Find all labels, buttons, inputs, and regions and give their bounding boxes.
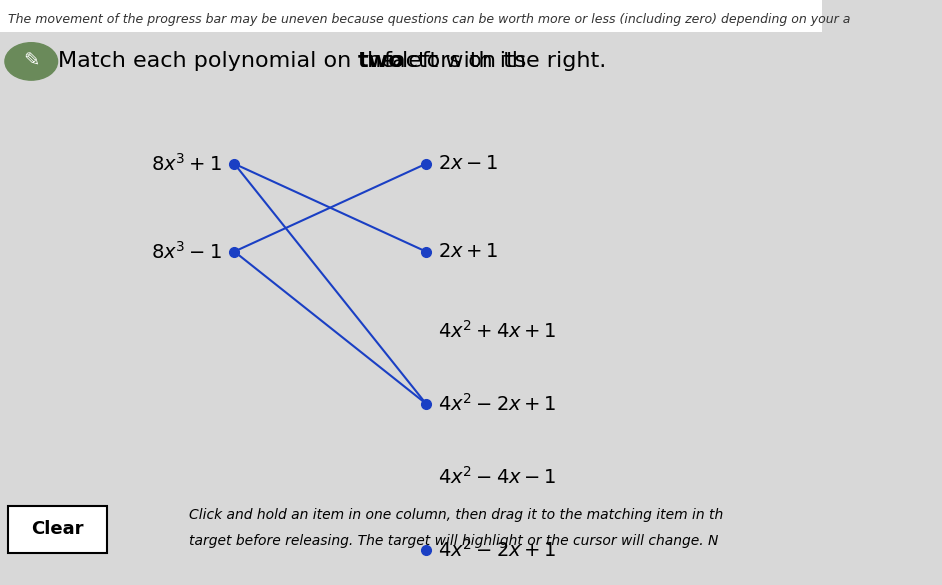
FancyBboxPatch shape — [8, 506, 106, 553]
Text: $2x + 1$: $2x + 1$ — [438, 242, 499, 261]
Circle shape — [5, 43, 57, 80]
Text: $4x^2 - 2x + 1$: $4x^2 - 2x + 1$ — [438, 393, 557, 415]
Text: Click and hold an item in one column, then drag it to the matching item in th: Click and hold an item in one column, th… — [189, 508, 723, 522]
Text: $8x^3 + 1$: $8x^3 + 1$ — [152, 153, 222, 175]
Text: $2x - 1$: $2x - 1$ — [438, 154, 499, 173]
FancyBboxPatch shape — [0, 32, 822, 585]
Text: Match each polynomial on the left with its: Match each polynomial on the left with i… — [57, 51, 533, 71]
Text: $8x^3 - 1$: $8x^3 - 1$ — [152, 240, 222, 263]
FancyBboxPatch shape — [0, 0, 822, 32]
Text: factors on the right.: factors on the right. — [377, 51, 606, 71]
Text: $4x^2 - 4x - 1$: $4x^2 - 4x - 1$ — [438, 466, 557, 488]
Text: The movement of the progress bar may be uneven because questions can be worth mo: The movement of the progress bar may be … — [8, 13, 851, 26]
Text: Clear: Clear — [31, 521, 84, 538]
Text: target before releasing. The target will highlight or the cursor will change. N: target before releasing. The target will… — [189, 534, 719, 548]
Text: $4x^2 + 4x + 1$: $4x^2 + 4x + 1$ — [438, 319, 557, 342]
Text: $4x^2 - 2x + 1$: $4x^2 - 2x + 1$ — [438, 539, 557, 561]
Text: ✎: ✎ — [23, 52, 40, 71]
Text: two: two — [358, 51, 405, 71]
